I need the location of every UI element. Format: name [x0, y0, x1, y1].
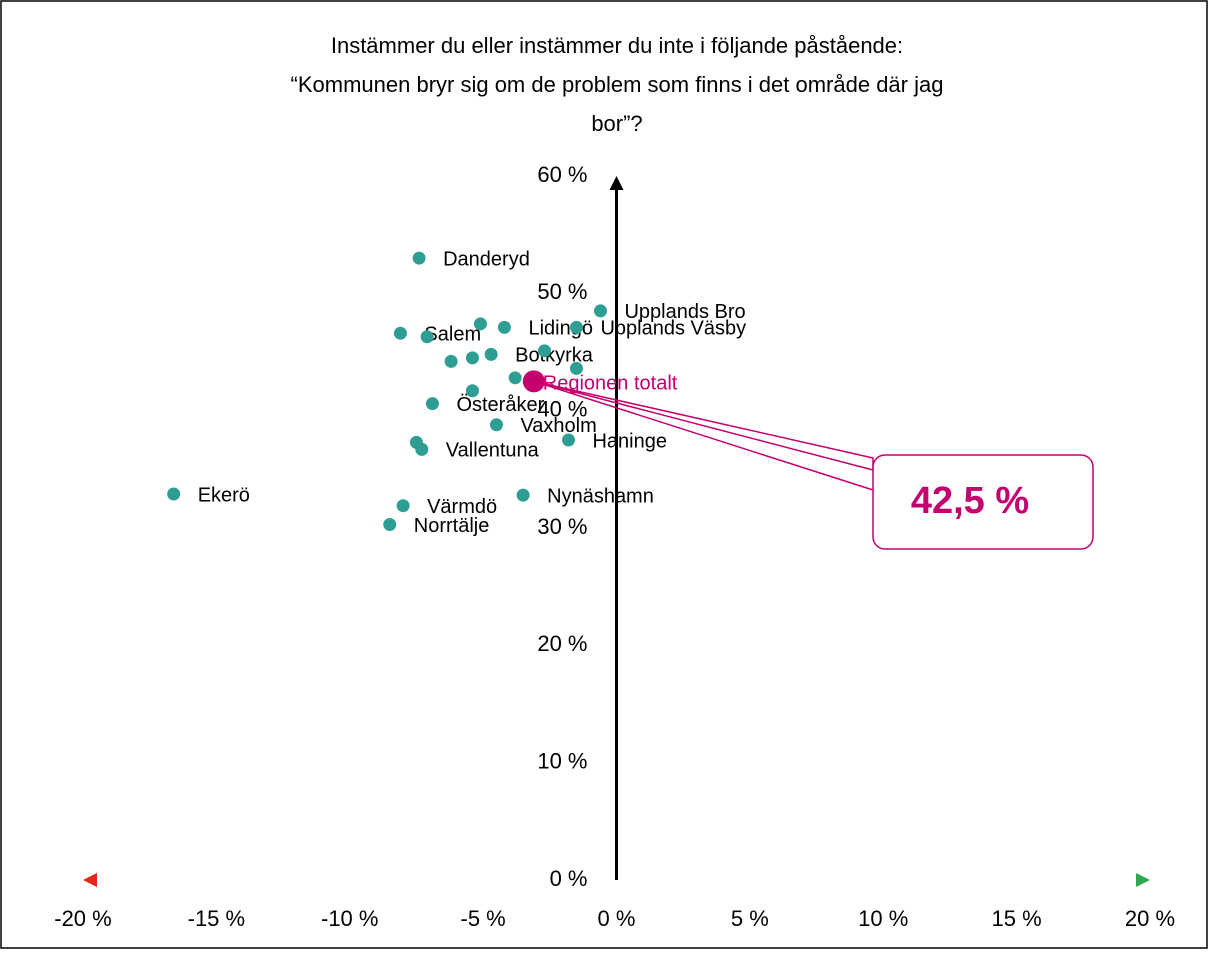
point-label: Upplands Väsby: [600, 318, 746, 340]
y-tick-label: 30 %: [537, 514, 587, 539]
x-arrow-left: [83, 873, 97, 887]
point: [167, 487, 181, 501]
point: [444, 354, 458, 368]
chart-title: bor”?: [591, 111, 642, 136]
point: [420, 330, 434, 344]
y-arrow: [609, 176, 624, 190]
x-tick-label: 10 %: [858, 906, 908, 931]
chart-title: Instämmer du eller instämmer du inte i f…: [331, 33, 903, 58]
callout-box: [872, 454, 1094, 550]
point-label: Botkyrka: [515, 345, 594, 367]
y-tick-label: 50 %: [537, 279, 587, 304]
point: [497, 320, 511, 334]
callout: [533, 380, 874, 491]
x-tick-label: -10 %: [321, 906, 378, 931]
y-tick-label: 0 %: [550, 866, 588, 891]
y-tick-label: 60 %: [537, 162, 587, 187]
x-tick-label: -15 %: [188, 906, 245, 931]
point: [593, 304, 607, 318]
point-label: Vallentuna: [446, 440, 540, 462]
point-label: Salem: [424, 324, 481, 346]
point-label: Österåker: [456, 394, 544, 416]
point: [473, 317, 487, 331]
point: [412, 251, 426, 265]
point-label: Lidingö: [528, 318, 593, 340]
point-label: Upplands Bro: [624, 301, 745, 323]
y-tick-label: 40 %: [537, 396, 587, 421]
point: [415, 442, 429, 456]
point-label: Regionen totalt: [543, 373, 678, 395]
point-label: Haninge: [592, 430, 667, 452]
x-tick-label: -5 %: [461, 906, 506, 931]
point: [569, 361, 583, 375]
point: [425, 397, 439, 411]
point-label: Danderyd: [443, 248, 530, 270]
x-tick-label: 0 %: [598, 906, 636, 931]
point: [465, 384, 479, 398]
point-label: Värmdö: [427, 496, 497, 518]
x-tick-label: -20 %: [54, 906, 111, 931]
point: [465, 351, 479, 365]
chart-title: “Kommunen bryr sig om de problem som fin…: [291, 72, 944, 97]
x-tick-label: 15 %: [992, 906, 1042, 931]
callout-label: 42,5 %: [911, 480, 1029, 522]
y-tick-label: 20 %: [537, 631, 587, 656]
point-label: Vaxholm: [520, 415, 596, 437]
point: [396, 499, 410, 513]
x-tick-label: 20 %: [1125, 906, 1175, 931]
point: [484, 347, 498, 361]
point: [537, 344, 551, 358]
point: [561, 433, 575, 447]
x-tick-label: 5 %: [731, 906, 769, 931]
point: [516, 488, 530, 502]
point: [522, 370, 545, 393]
point: [569, 320, 583, 334]
x-arrow-right: [1136, 873, 1150, 887]
point-label: Ekerö: [198, 484, 250, 506]
point: [393, 326, 407, 340]
point: [489, 418, 503, 432]
y-tick-label: 10 %: [537, 748, 587, 773]
point: [383, 517, 397, 531]
point: [508, 371, 522, 385]
point-label: Nynäshamn: [547, 485, 654, 507]
point-label: Norrtälje: [414, 515, 490, 537]
